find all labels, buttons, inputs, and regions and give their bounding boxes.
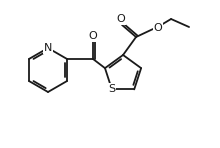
Text: O: O [89,31,97,41]
Text: N: N [44,43,52,53]
Text: O: O [154,23,162,33]
Text: S: S [108,84,116,94]
Text: O: O [117,14,125,24]
